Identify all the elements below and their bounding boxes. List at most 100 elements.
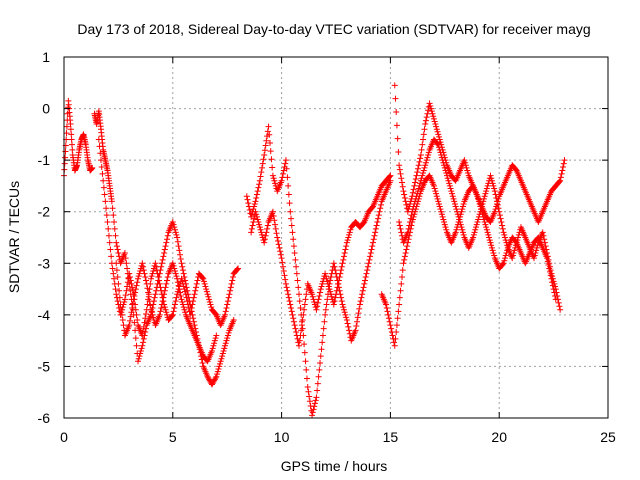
data-point bbox=[262, 142, 269, 149]
data-point bbox=[173, 231, 180, 238]
data-point bbox=[163, 309, 170, 316]
data-point bbox=[335, 277, 342, 284]
data-point bbox=[393, 122, 400, 129]
data-point bbox=[179, 263, 186, 270]
data-point bbox=[561, 157, 568, 164]
data-point bbox=[148, 306, 155, 313]
data-point bbox=[442, 224, 449, 231]
data-point bbox=[282, 276, 289, 283]
data-point bbox=[285, 294, 292, 301]
data-point bbox=[441, 219, 448, 226]
data-point bbox=[127, 317, 134, 324]
data-point bbox=[102, 198, 109, 205]
data-point bbox=[120, 322, 127, 329]
data-point bbox=[296, 342, 303, 349]
data-point bbox=[352, 327, 359, 334]
data-point bbox=[402, 249, 409, 256]
data-point bbox=[278, 255, 285, 262]
data-point bbox=[288, 308, 295, 315]
data-point bbox=[318, 346, 325, 353]
data-point bbox=[182, 309, 189, 316]
data-point bbox=[434, 195, 441, 202]
data-point bbox=[179, 301, 186, 308]
data-point bbox=[272, 225, 279, 232]
data-point bbox=[483, 185, 490, 192]
data-point bbox=[283, 165, 290, 172]
data-point bbox=[475, 195, 482, 202]
data-point bbox=[401, 194, 408, 201]
data-point bbox=[180, 270, 187, 277]
data-point bbox=[439, 157, 446, 164]
data-point bbox=[194, 277, 201, 284]
data-point bbox=[406, 232, 413, 239]
data-point bbox=[401, 253, 408, 260]
data-point bbox=[137, 350, 144, 357]
data-point bbox=[303, 375, 310, 382]
data-point bbox=[245, 200, 252, 207]
data-point bbox=[162, 306, 169, 313]
data-point bbox=[108, 253, 115, 260]
data-point bbox=[440, 216, 447, 223]
data-point bbox=[345, 234, 352, 241]
data-point bbox=[430, 182, 437, 189]
data-point bbox=[312, 397, 319, 404]
series-track-e bbox=[248, 172, 394, 349]
data-point bbox=[372, 225, 379, 232]
data-point bbox=[396, 294, 403, 301]
data-point bbox=[330, 301, 337, 308]
data-point bbox=[502, 234, 509, 241]
data-point bbox=[143, 280, 150, 287]
data-point bbox=[431, 118, 438, 125]
data-point bbox=[313, 394, 320, 401]
data-point bbox=[446, 182, 453, 189]
data-point bbox=[244, 196, 251, 203]
data-point bbox=[410, 213, 417, 220]
data-point bbox=[309, 409, 316, 416]
data-point bbox=[344, 320, 351, 327]
data-point bbox=[263, 229, 270, 236]
data-point bbox=[213, 332, 220, 339]
data-point bbox=[123, 287, 130, 294]
data-point bbox=[111, 225, 118, 232]
data-point bbox=[138, 345, 145, 352]
data-point bbox=[509, 252, 516, 259]
data-point bbox=[277, 251, 284, 258]
data-point bbox=[420, 131, 427, 138]
data-point bbox=[443, 170, 450, 177]
data-point bbox=[533, 247, 540, 254]
data-point bbox=[144, 285, 151, 292]
data-point bbox=[559, 167, 566, 174]
data-point bbox=[311, 298, 318, 305]
data-point bbox=[157, 308, 164, 315]
data-point bbox=[452, 229, 459, 236]
data-point bbox=[394, 315, 401, 322]
data-point bbox=[471, 229, 478, 236]
data-point bbox=[338, 298, 345, 305]
data-point bbox=[406, 229, 413, 236]
data-point bbox=[483, 226, 490, 233]
x-tick-labels: 0 5 10 15 20 25 bbox=[60, 429, 616, 445]
data-point bbox=[353, 323, 360, 330]
data-point bbox=[199, 274, 206, 281]
data-point bbox=[269, 164, 276, 171]
data-point bbox=[409, 219, 416, 226]
data-point bbox=[331, 263, 338, 270]
data-point bbox=[325, 283, 332, 290]
data-point bbox=[299, 317, 306, 324]
data-point bbox=[264, 225, 271, 232]
data-point bbox=[311, 400, 318, 407]
data-point bbox=[504, 247, 511, 254]
data-point bbox=[169, 219, 176, 226]
data-point bbox=[484, 229, 491, 236]
data-point bbox=[499, 222, 506, 229]
data-point bbox=[393, 322, 400, 329]
data-point bbox=[68, 141, 75, 148]
data-point bbox=[417, 190, 424, 197]
data-point bbox=[266, 131, 273, 138]
data-point bbox=[113, 291, 120, 298]
data-point bbox=[437, 149, 444, 156]
data-point bbox=[414, 165, 421, 172]
data-point bbox=[415, 195, 422, 202]
data-point bbox=[210, 342, 217, 349]
data-point bbox=[222, 308, 229, 315]
